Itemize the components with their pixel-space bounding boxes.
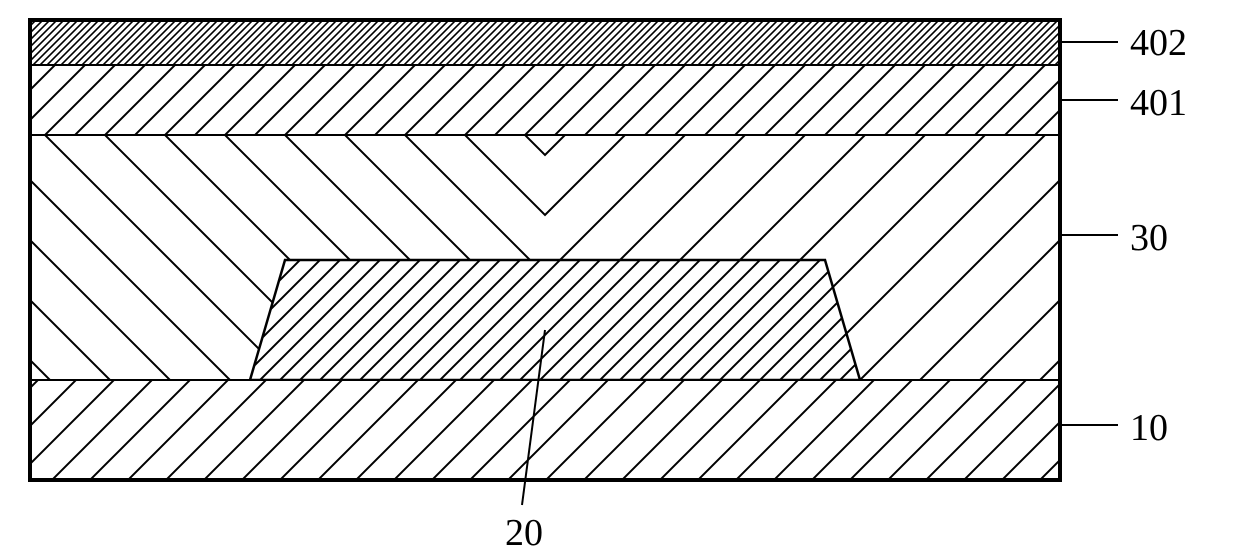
label-30: 30: [1060, 217, 1168, 259]
label-402-text: 402: [1130, 22, 1187, 64]
label-401: 401: [1060, 82, 1187, 124]
label-402: 402: [1060, 22, 1187, 64]
layer-401-region: [30, 65, 1060, 135]
label-10: 10: [1060, 407, 1168, 449]
label-401-text: 401: [1130, 82, 1187, 124]
layer-10-region: [30, 380, 1060, 480]
trapezoid-20-region: [250, 260, 860, 380]
label-10-text: 10: [1130, 407, 1168, 449]
layer-402-region: [30, 20, 1060, 65]
label-30-text: 30: [1130, 217, 1168, 259]
label-20-text: 20: [505, 512, 543, 550]
cross-section-diagram: 402 401 30 10 20: [0, 0, 1240, 550]
